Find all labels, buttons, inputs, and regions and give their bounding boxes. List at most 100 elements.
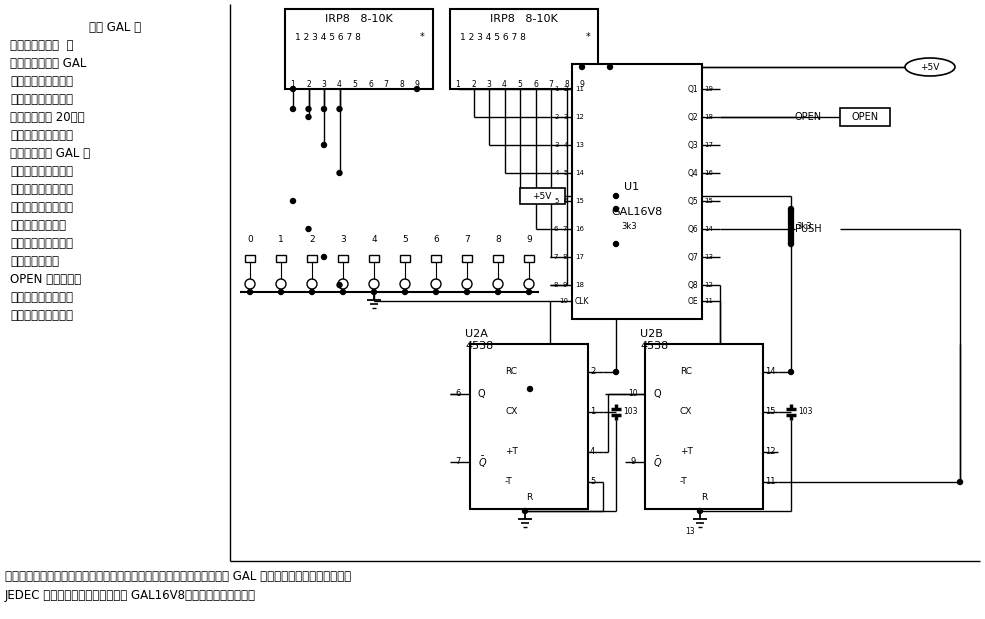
Circle shape <box>291 87 296 92</box>
Circle shape <box>614 207 619 212</box>
Text: 易破译。当正确的密: 易破译。当正确的密 <box>10 183 73 196</box>
Text: 6: 6 <box>433 235 439 243</box>
Text: CX: CX <box>505 407 517 417</box>
Text: 8: 8 <box>564 79 569 89</box>
Text: R: R <box>701 493 707 501</box>
Text: 至少可以保存 20年，: 至少可以保存 20年， <box>10 111 85 124</box>
Text: OE: OE <box>688 297 698 306</box>
Text: 始状态，输出端: 始状态，输出端 <box>10 255 59 268</box>
Text: 16: 16 <box>704 170 713 176</box>
Bar <box>431 255 441 262</box>
Circle shape <box>957 480 962 485</box>
Bar <box>285 9 433 89</box>
Text: Q8: Q8 <box>688 280 698 290</box>
Text: 在状态机的逻辑中。根据密码列出相应的密码状态机逻辑方程。此方程经 GAL 汇编程序编译后，生成相应的: 在状态机的逻辑中。根据密码列出相应的密码状态机逻辑方程。此方程经 GAL 汇编程… <box>5 571 351 584</box>
Text: 5  6: 5 6 <box>555 198 568 204</box>
Text: 件具有保密功能，不: 件具有保密功能，不 <box>10 165 73 178</box>
Circle shape <box>337 170 342 176</box>
Text: 1: 1 <box>278 235 284 243</box>
Text: 14: 14 <box>575 170 584 176</box>
Text: OPEN: OPEN <box>851 112 879 122</box>
Circle shape <box>371 290 376 295</box>
Text: CX: CX <box>680 407 692 417</box>
Text: 8: 8 <box>399 79 404 89</box>
Text: 5: 5 <box>517 79 522 89</box>
Text: U1: U1 <box>624 181 639 191</box>
Text: 6  7: 6 7 <box>555 226 568 232</box>
Bar <box>520 188 565 204</box>
Bar <box>450 9 598 89</box>
Text: 9: 9 <box>630 457 635 467</box>
Circle shape <box>433 290 438 295</box>
Circle shape <box>697 508 702 514</box>
Text: 9: 9 <box>579 79 584 89</box>
Text: 1: 1 <box>291 79 296 89</box>
Circle shape <box>403 290 408 295</box>
Bar <box>462 255 472 262</box>
Text: Q2: Q2 <box>688 113 698 121</box>
Circle shape <box>247 290 252 295</box>
Bar <box>493 255 503 262</box>
Text: 16: 16 <box>575 226 584 232</box>
Bar <box>307 255 317 262</box>
Text: IRP8   8-10K: IRP8 8-10K <box>491 14 558 24</box>
Text: -T: -T <box>680 477 688 487</box>
Circle shape <box>614 370 619 374</box>
Bar <box>338 255 348 262</box>
Circle shape <box>321 254 326 259</box>
Text: 3k3: 3k3 <box>621 222 636 231</box>
Text: +5V: +5V <box>532 191 552 201</box>
Bar <box>369 255 379 262</box>
Text: 17: 17 <box>704 142 713 148</box>
Text: 密码数据一旦写入，: 密码数据一旦写入， <box>10 93 73 106</box>
Text: IRP8   8-10K: IRP8 8-10K <box>325 14 393 24</box>
Circle shape <box>528 386 533 391</box>
Text: Q5: Q5 <box>688 196 698 206</box>
Text: 14: 14 <box>704 226 713 232</box>
Circle shape <box>309 290 314 295</box>
Text: 5: 5 <box>590 477 595 487</box>
Text: 移，反之则退回到初: 移，反之则退回到初 <box>10 237 73 250</box>
Text: 2: 2 <box>471 79 476 89</box>
Text: +T: +T <box>680 448 692 456</box>
Text: 12: 12 <box>575 114 584 120</box>
Text: 状态向开锁方向转: 状态向开锁方向转 <box>10 219 66 232</box>
Text: CLK: CLK <box>575 297 589 306</box>
Text: 6: 6 <box>533 79 538 89</box>
Text: 13: 13 <box>686 527 694 535</box>
Text: 器件的电子密码锁，: 器件的电子密码锁， <box>10 75 73 88</box>
Circle shape <box>337 282 342 287</box>
Bar <box>276 255 286 262</box>
Text: 本密码锁的密码包含: 本密码锁的密码包含 <box>10 309 73 322</box>
Text: 3: 3 <box>340 235 346 243</box>
Text: 4: 4 <box>590 448 595 456</box>
Text: 8  9: 8 9 <box>555 282 568 288</box>
Circle shape <box>306 115 311 119</box>
Text: U2B: U2B <box>640 329 663 339</box>
Text: R: R <box>526 493 532 501</box>
Text: 10: 10 <box>628 389 638 399</box>
Text: 6: 6 <box>368 79 373 89</box>
Text: 码输入，则状态机的: 码输入，则状态机的 <box>10 201 73 214</box>
Text: 17: 17 <box>575 254 584 260</box>
Text: Q6: Q6 <box>688 225 698 233</box>
Text: 11: 11 <box>765 477 775 487</box>
Text: Q3: Q3 <box>688 141 698 150</box>
Text: 4538: 4538 <box>640 341 668 351</box>
Bar <box>470 344 588 509</box>
Text: 12: 12 <box>704 282 713 288</box>
Text: Q: Q <box>478 389 486 399</box>
Circle shape <box>789 241 794 246</box>
Text: +T: +T <box>505 448 518 456</box>
Text: 平，发出开锁信号。: 平，发出开锁信号。 <box>10 291 73 304</box>
Text: 10: 10 <box>559 298 568 304</box>
Text: 14: 14 <box>765 368 775 376</box>
Bar <box>840 108 890 126</box>
Text: RC: RC <box>680 368 692 376</box>
Circle shape <box>306 227 311 232</box>
Text: 置和更改。且 GAL 器: 置和更改。且 GAL 器 <box>10 147 90 160</box>
Text: 2: 2 <box>306 79 311 89</box>
Text: 1: 1 <box>590 407 595 417</box>
Text: 4: 4 <box>371 235 377 243</box>
Text: 18: 18 <box>575 282 584 288</box>
